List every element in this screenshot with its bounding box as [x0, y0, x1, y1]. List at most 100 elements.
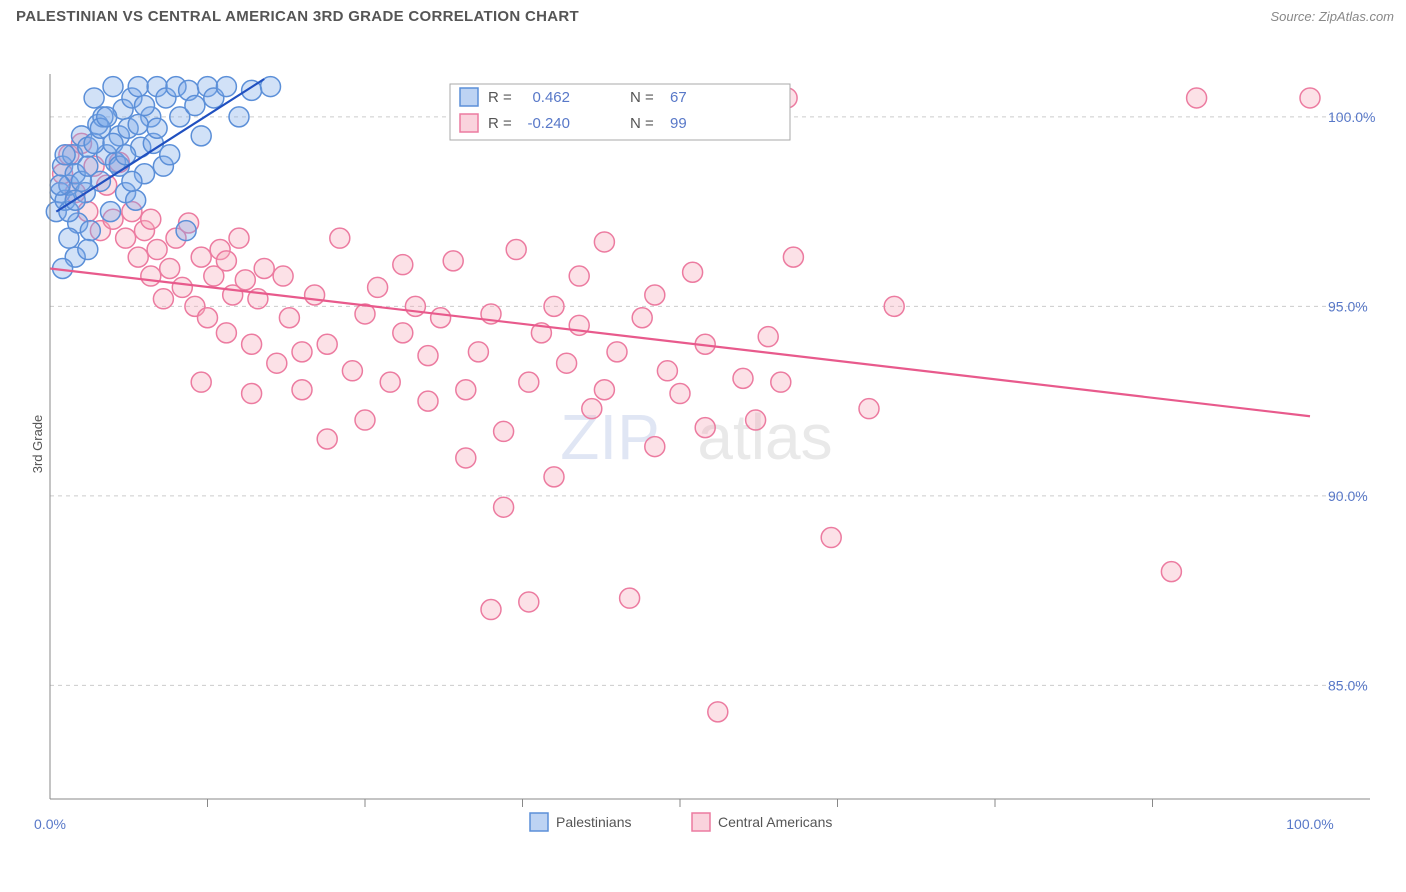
data-point	[216, 251, 236, 271]
data-point	[122, 171, 142, 191]
data-point	[645, 437, 665, 457]
data-point	[1300, 88, 1320, 108]
data-point	[229, 228, 249, 248]
bottom-legend-swatch	[692, 813, 710, 831]
x-tick-label: 100.0%	[1286, 816, 1333, 832]
chart-container: 3rd Grade 85.0% 90.0% 95.0% 100.0% ZIP atlas 0…	[0, 29, 1406, 859]
legend-n-value: 99	[670, 115, 687, 132]
data-point	[78, 156, 98, 176]
data-point	[506, 240, 526, 260]
data-point	[147, 240, 167, 260]
data-point	[216, 77, 236, 97]
data-point	[191, 372, 211, 392]
data-point	[342, 361, 362, 381]
data-point	[405, 296, 425, 316]
data-point	[279, 308, 299, 328]
data-point	[55, 145, 75, 165]
data-point	[78, 240, 98, 260]
legend-n-label: N =	[630, 115, 654, 132]
series-central-americans	[53, 88, 1320, 722]
data-point	[683, 262, 703, 282]
data-point	[859, 399, 879, 419]
data-point	[1187, 88, 1207, 108]
data-point	[544, 296, 564, 316]
data-point	[176, 221, 196, 241]
y-tick-label: 90.0%	[1328, 488, 1368, 504]
data-point	[657, 361, 677, 381]
data-point	[481, 600, 501, 620]
data-point	[456, 380, 476, 400]
data-point	[317, 429, 337, 449]
data-point	[172, 277, 192, 297]
data-point	[544, 467, 564, 487]
svg-text:ZIP: ZIP	[560, 401, 660, 473]
x-tick-label: 0.0%	[34, 816, 66, 832]
data-point	[821, 528, 841, 548]
data-point	[746, 410, 766, 430]
data-point	[494, 497, 514, 517]
data-point	[141, 209, 161, 229]
data-point	[758, 327, 778, 347]
data-point	[708, 702, 728, 722]
data-point	[141, 266, 161, 286]
data-point	[100, 202, 120, 222]
legend-n-value: 67	[670, 89, 687, 106]
data-point	[80, 221, 100, 241]
data-point	[519, 372, 539, 392]
data-point	[607, 342, 627, 362]
data-point	[191, 126, 211, 146]
bottom-legend-swatch	[530, 813, 548, 831]
data-point	[292, 380, 312, 400]
legend-r-label: R =	[488, 89, 512, 106]
data-point	[557, 353, 577, 373]
legend-r-label: R =	[488, 115, 512, 132]
data-point	[191, 247, 211, 267]
data-point	[431, 308, 451, 328]
y-tick-label: 95.0%	[1328, 298, 1368, 314]
data-point	[242, 384, 262, 404]
data-point	[128, 114, 148, 134]
chart-title: PALESTINIAN VS CENTRAL AMERICAN 3RD GRAD…	[16, 8, 579, 25]
data-point	[418, 391, 438, 411]
data-point	[128, 77, 148, 97]
data-point	[242, 334, 262, 354]
data-point	[317, 334, 337, 354]
y-axis-label: 3rd Grade	[30, 415, 45, 474]
y-tick-label: 100.0%	[1328, 109, 1375, 125]
data-point	[147, 118, 167, 138]
data-point	[456, 448, 476, 468]
data-point	[305, 285, 325, 305]
data-point	[103, 77, 123, 97]
data-point	[582, 399, 602, 419]
data-point	[267, 353, 287, 373]
data-point	[160, 258, 180, 278]
chart-source: Source: ZipAtlas.com	[1270, 9, 1394, 24]
data-point	[443, 251, 463, 271]
y-tick-label: 85.0%	[1328, 677, 1368, 693]
data-point	[393, 255, 413, 275]
legend-swatch	[460, 88, 478, 106]
data-point	[393, 323, 413, 343]
data-point	[59, 228, 79, 248]
data-point	[330, 228, 350, 248]
data-point	[494, 421, 514, 441]
data-point	[368, 277, 388, 297]
data-point	[198, 308, 218, 328]
data-point	[84, 88, 104, 108]
data-point	[695, 418, 715, 438]
data-point	[594, 380, 614, 400]
data-point	[126, 190, 146, 210]
data-point	[235, 270, 255, 290]
data-point	[97, 107, 117, 127]
data-point	[216, 323, 236, 343]
legend-r-value: -0.240	[527, 115, 570, 132]
data-point	[519, 592, 539, 612]
scatter-chart: 85.0% 90.0% 95.0% 100.0% ZIP atlas 0.0% 100.0% R…	[0, 29, 1406, 859]
legend-r-value: 0.462	[532, 89, 570, 106]
svg-text:atlas: atlas	[697, 401, 832, 473]
data-point	[670, 384, 690, 404]
data-point	[620, 588, 640, 608]
data-point	[160, 145, 180, 165]
data-point	[50, 175, 70, 195]
data-point	[116, 228, 136, 248]
